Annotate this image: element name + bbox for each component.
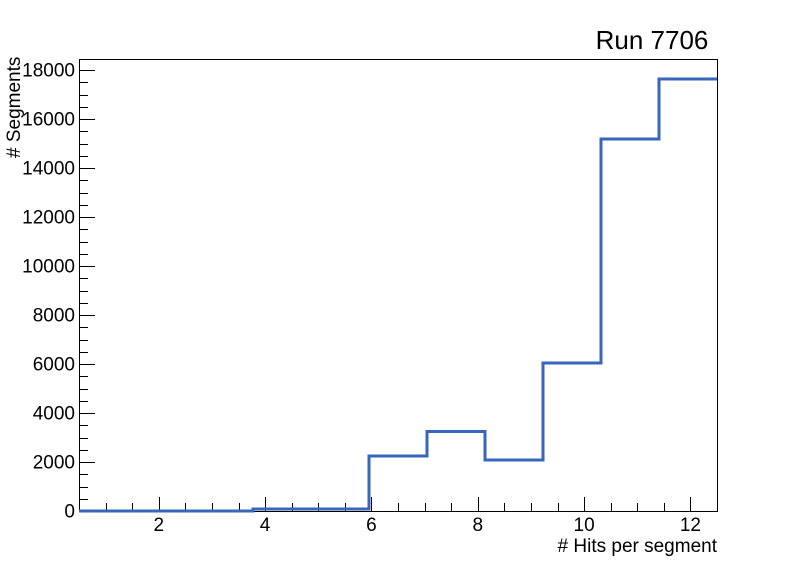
y-tick-label: 16000 [22,110,75,131]
y-axis-title: # Segments [4,56,25,158]
y-tick-label: 8000 [33,306,75,327]
histogram-step-line [79,77,717,513]
x-tick-label: 4 [260,515,271,536]
y-tick-label: 14000 [22,159,75,180]
y-tick-label: 18000 [22,61,75,82]
y-tick-label: 6000 [33,355,75,376]
x-tick-label: 6 [366,515,377,536]
y-tick-label: 10000 [22,257,75,278]
x-tick-label: 2 [153,515,164,536]
chart-title: Run 7706 [595,25,709,55]
y-tick-label: 4000 [33,404,75,425]
x-tick-label: 8 [472,515,483,536]
x-axis-title: # Hits per segment [557,536,717,557]
x-tick-label: 10 [574,515,595,536]
x-tick-label: 12 [680,515,701,536]
y-tick-label: 12000 [22,208,75,229]
plot-frame [79,59,718,512]
y-tick-label: 2000 [33,453,75,474]
y-tick-label: 0 [64,502,75,523]
